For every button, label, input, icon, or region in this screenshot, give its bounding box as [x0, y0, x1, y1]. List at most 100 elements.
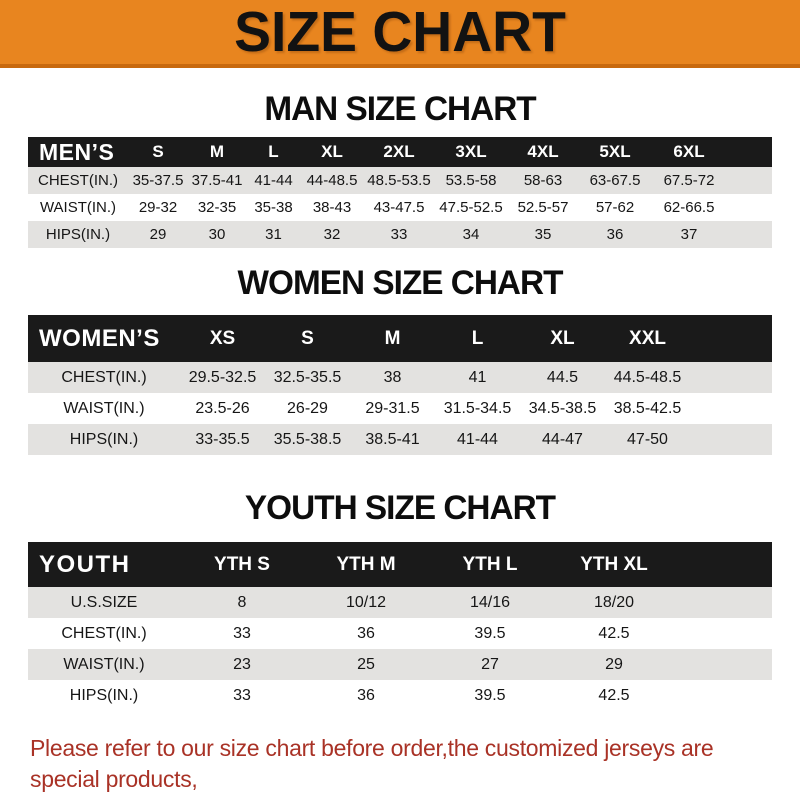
footer-notice: Please refer to our size chart before or…	[30, 733, 772, 800]
size-value-cell: 33-35.5	[180, 424, 265, 455]
size-value-cell: 36	[304, 618, 428, 649]
youth-size-table: YOUTH YTH S YTH M YTH L YTH XL U.S.SIZE 8 10/12…	[28, 542, 772, 711]
measurement-row: HIPS(IN.) 33 36 39.5 42.5	[28, 680, 772, 711]
notice-line-1: Please refer to our size chart before or…	[30, 735, 714, 792]
size-column-header: YTH L	[428, 542, 552, 587]
size-column-header: 4XL	[507, 137, 579, 167]
filler-cell	[690, 393, 772, 424]
filler-cell	[690, 424, 772, 455]
size-column-header: L	[246, 137, 301, 167]
measurement-row: U.S.SIZE 8 10/12 14/16 18/20	[28, 587, 772, 618]
table-group-label: MEN’S	[28, 137, 128, 167]
men-size-chart-section: MAN SIZE CHART MEN’S S M L XL 2XL 3XL 4XL 5XL 6XL…	[0, 89, 800, 248]
size-value-cell: 41-44	[435, 424, 520, 455]
measurement-row: WAIST(IN.) 23 25 27 29	[28, 649, 772, 680]
row-label: CHEST(IN.)	[28, 362, 180, 393]
row-label: HIPS(IN.)	[28, 221, 128, 248]
filler-cell	[676, 618, 772, 649]
women-size-table: WOMEN’S XS S M L XL XXL CHEST(IN.) 29.5-32.5 32.5…	[28, 315, 772, 455]
size-value-cell: 35-38	[246, 194, 301, 221]
size-value-cell: 53.5-58	[435, 167, 507, 194]
measurement-row: WAIST(IN.) 23.5-26 26-29 29-31.5 31.5-34.5 34…	[28, 393, 772, 424]
size-value-cell: 29	[552, 649, 676, 680]
size-value-cell: 26-29	[265, 393, 350, 424]
size-value-cell: 62-66.5	[651, 194, 727, 221]
measurement-row: CHEST(IN.) 35-37.5 37.5-41 41-44 44-48.5 48.5…	[28, 167, 772, 194]
size-table-header-row: WOMEN’S XS S M L XL XXL	[28, 315, 772, 362]
size-value-cell: 36	[579, 221, 651, 248]
size-value-cell: 44-48.5	[301, 167, 363, 194]
size-value-cell: 33	[180, 618, 304, 649]
size-value-cell: 35	[507, 221, 579, 248]
measurement-row: HIPS(IN.) 33-35.5 35.5-38.5 38.5-41 41-44 44-…	[28, 424, 772, 455]
filler-cell	[727, 167, 772, 194]
size-column-header: YTH S	[180, 542, 304, 587]
size-column-header: M	[188, 137, 246, 167]
size-value-cell: 33	[363, 221, 435, 248]
size-value-cell: 37.5-41	[188, 167, 246, 194]
size-value-cell: 14/16	[428, 587, 552, 618]
filler-cell	[727, 194, 772, 221]
size-value-cell: 39.5	[428, 618, 552, 649]
size-value-cell: 10/12	[304, 587, 428, 618]
size-column-header: YTH M	[304, 542, 428, 587]
row-label: HIPS(IN.)	[28, 424, 180, 455]
size-value-cell: 41	[435, 362, 520, 393]
size-value-cell: 39.5	[428, 680, 552, 711]
size-value-cell: 42.5	[552, 680, 676, 711]
size-value-cell: 47.5-52.5	[435, 194, 507, 221]
filler-cell	[727, 137, 772, 167]
size-column-header: 5XL	[579, 137, 651, 167]
measurement-row: HIPS(IN.) 29 30 31 32 33 34 35 36 37	[28, 221, 772, 248]
size-value-cell: 35.5-38.5	[265, 424, 350, 455]
size-value-cell: 29	[128, 221, 188, 248]
filler-cell	[690, 315, 772, 362]
table-group-label: YOUTH	[28, 542, 180, 587]
size-value-cell: 47-50	[605, 424, 690, 455]
table-group-label: WOMEN’S	[28, 315, 180, 362]
size-value-cell: 25	[304, 649, 428, 680]
size-value-cell: 36	[304, 680, 428, 711]
measurement-row: WAIST(IN.) 29-32 32-35 35-38 38-43 43-47.5 47.…	[28, 194, 772, 221]
size-value-cell: 35-37.5	[128, 167, 188, 194]
size-value-cell: 23	[180, 649, 304, 680]
size-column-header: L	[435, 315, 520, 362]
row-label: HIPS(IN.)	[28, 680, 180, 711]
size-value-cell: 37	[651, 221, 727, 248]
size-column-header: S	[128, 137, 188, 167]
size-column-header: XL	[301, 137, 363, 167]
size-value-cell: 44.5-48.5	[605, 362, 690, 393]
filler-cell	[727, 221, 772, 248]
size-value-cell: 43-47.5	[363, 194, 435, 221]
size-value-cell: 33	[180, 680, 304, 711]
size-column-header: S	[265, 315, 350, 362]
row-label: WAIST(IN.)	[28, 393, 180, 424]
size-value-cell: 38.5-42.5	[605, 393, 690, 424]
size-value-cell: 27	[428, 649, 552, 680]
measurement-row: CHEST(IN.) 33 36 39.5 42.5	[28, 618, 772, 649]
size-value-cell: 32.5-35.5	[265, 362, 350, 393]
size-value-cell: 44-47	[520, 424, 605, 455]
row-label: U.S.SIZE	[28, 587, 180, 618]
size-value-cell: 41-44	[246, 167, 301, 194]
size-value-cell: 32	[301, 221, 363, 248]
notice-line-2: we don't accept cancel, change, teturn o…	[30, 795, 772, 800]
size-value-cell: 52.5-57	[507, 194, 579, 221]
filler-cell	[676, 587, 772, 618]
size-chart-banner: SIZE CHART	[0, 0, 800, 68]
filler-cell	[690, 362, 772, 393]
size-value-cell: 58-63	[507, 167, 579, 194]
row-label: CHEST(IN.)	[28, 167, 128, 194]
size-value-cell: 57-62	[579, 194, 651, 221]
size-value-cell: 29-31.5	[350, 393, 435, 424]
men-section-title: MAN SIZE CHART	[264, 90, 536, 128]
size-value-cell: 34.5-38.5	[520, 393, 605, 424]
size-value-cell: 8	[180, 587, 304, 618]
men-size-table: MEN’S S M L XL 2XL 3XL 4XL 5XL 6XL CHEST(IN.) 35-37…	[28, 137, 772, 248]
size-value-cell: 29-32	[128, 194, 188, 221]
women-size-chart-section: WOMEN SIZE CHART WOMEN’S XS S M L XL XXL CHEST(…	[0, 263, 800, 455]
row-label: WAIST(IN.)	[28, 649, 180, 680]
size-value-cell: 44.5	[520, 362, 605, 393]
size-value-cell: 23.5-26	[180, 393, 265, 424]
women-section-title: WOMEN SIZE CHART	[237, 264, 564, 302]
